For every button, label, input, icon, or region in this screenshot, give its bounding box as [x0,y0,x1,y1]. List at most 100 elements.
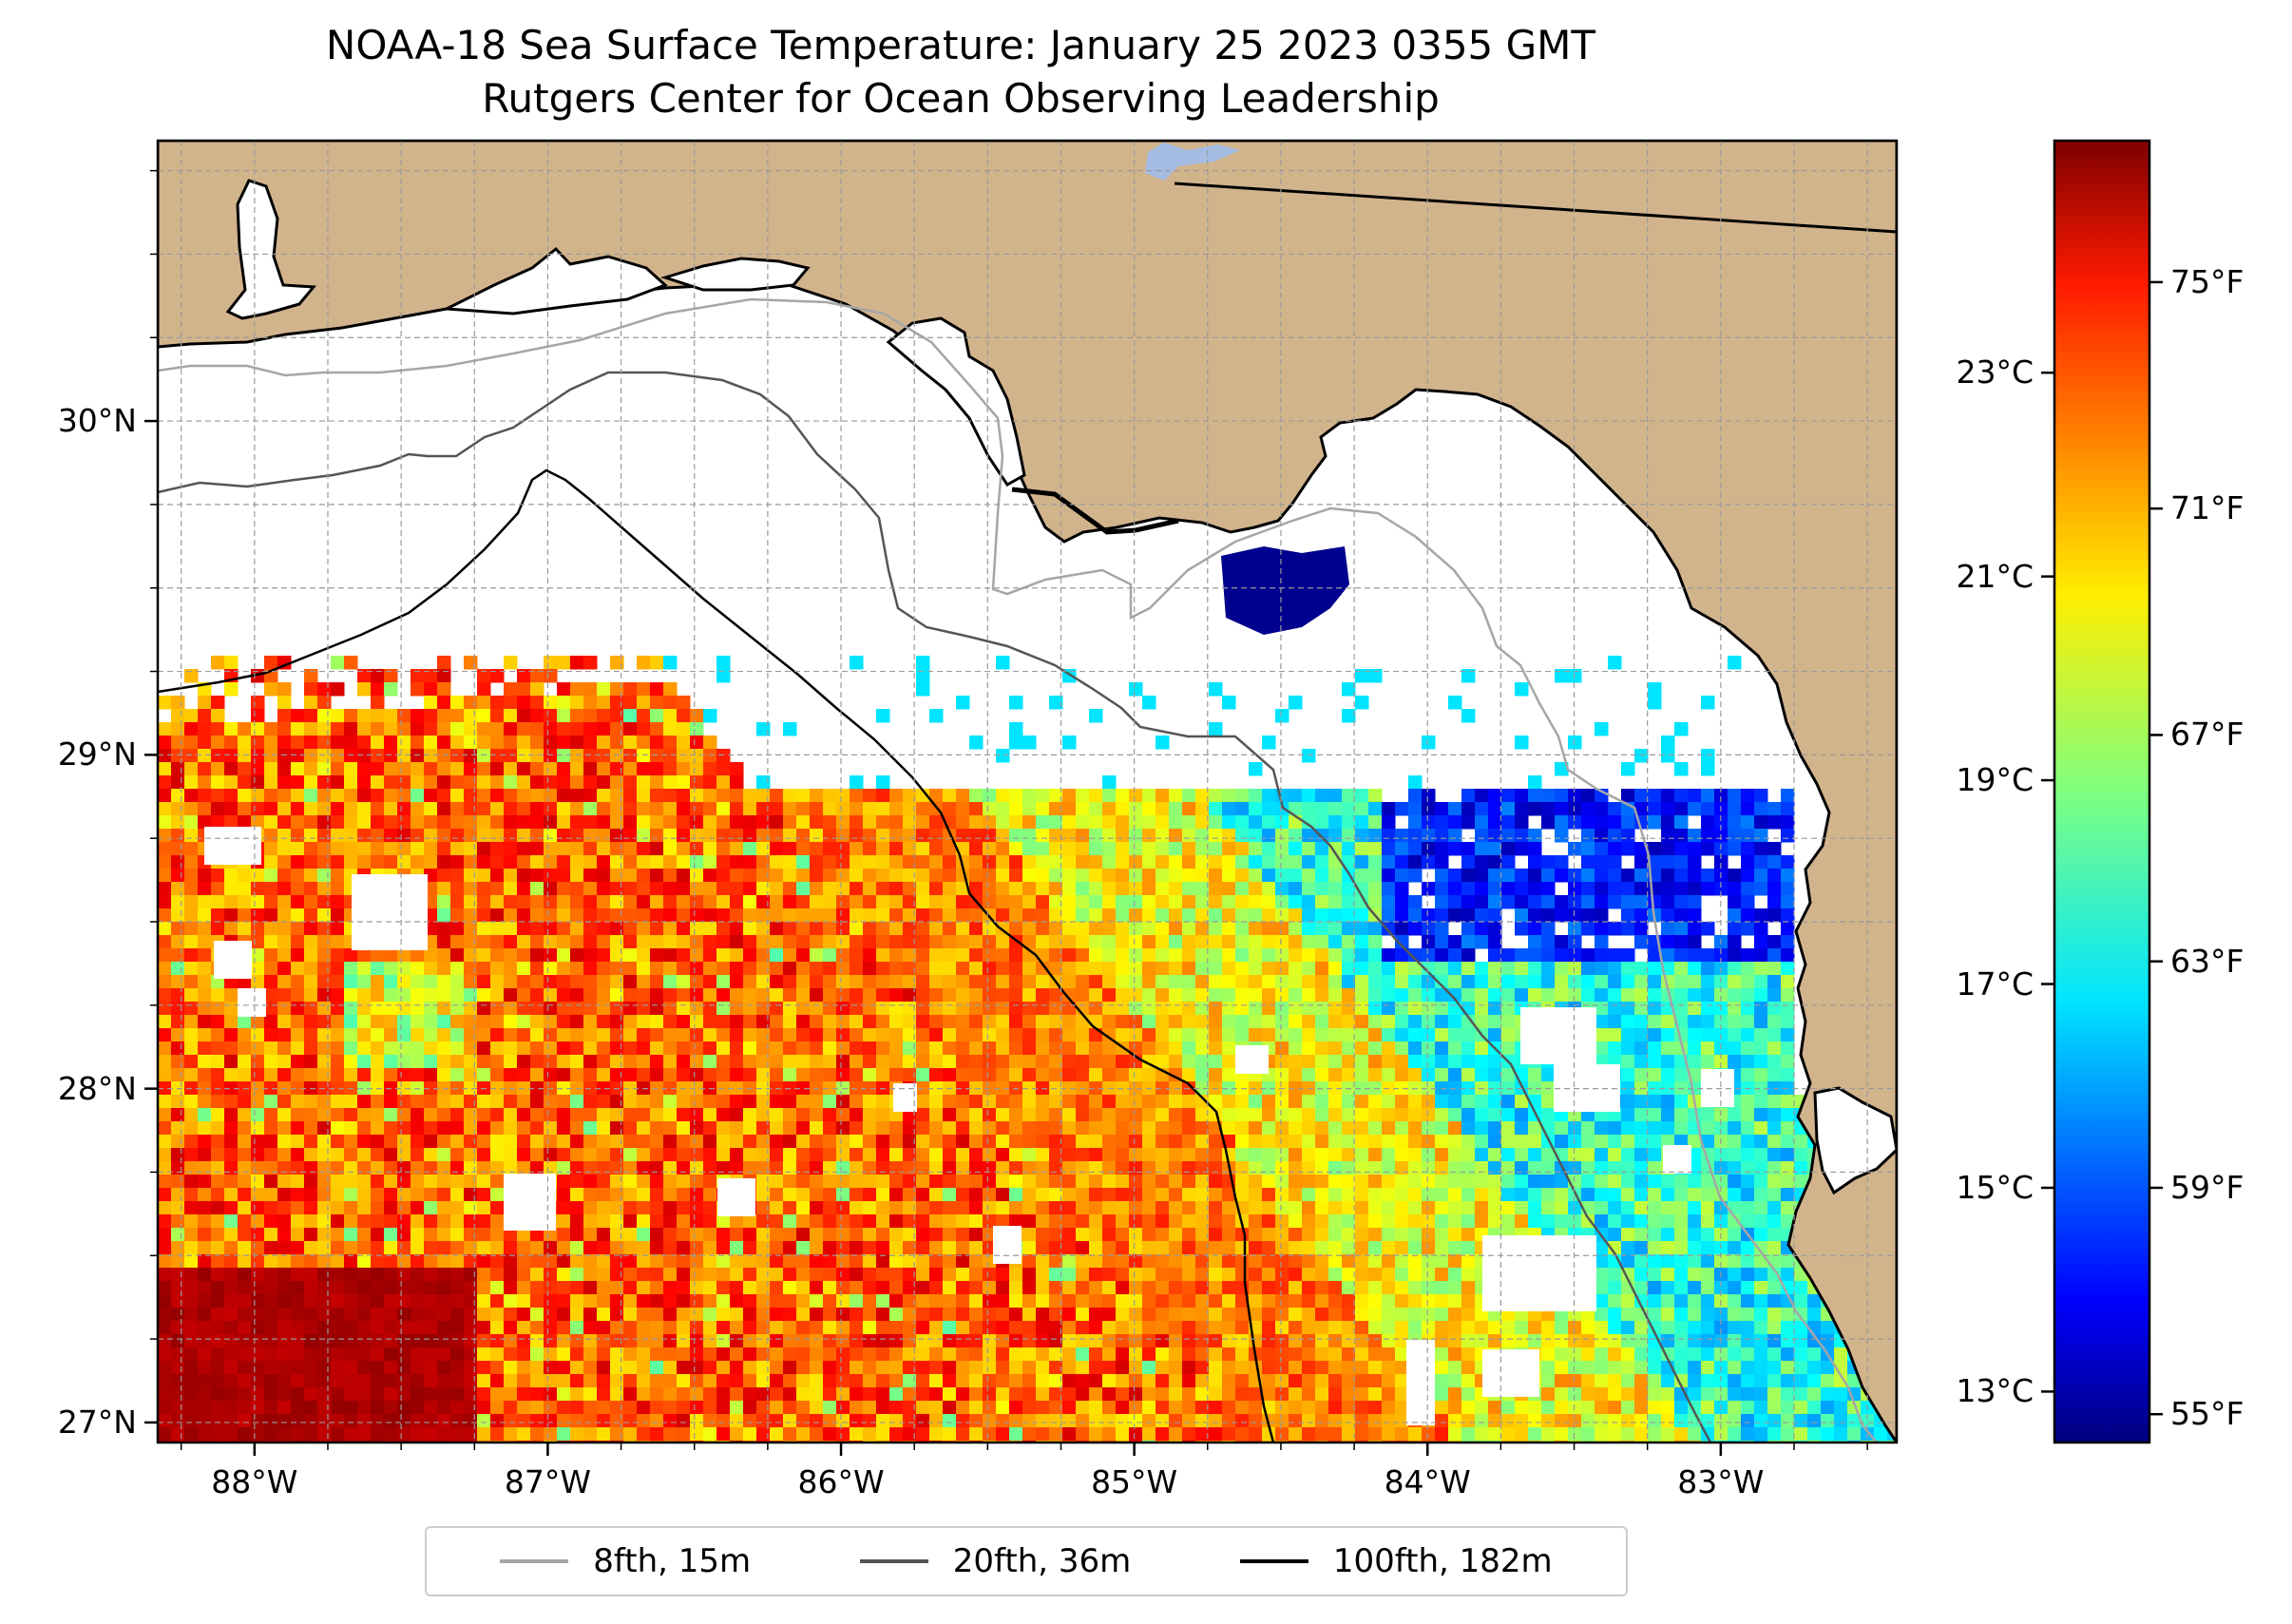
sst-cell [1382,1188,1396,1202]
sst-cell [1089,908,1103,923]
sst-cell [331,829,345,843]
sst-cell [623,1068,638,1082]
sst-cell [1701,1201,1715,1215]
sst-cell [956,935,970,949]
sst-cell [544,1041,558,1056]
sst-cell [411,975,425,989]
sst-cell [251,802,265,816]
sst-cell [1595,855,1609,869]
sst-cell [756,1081,771,1096]
sst-cell [1355,1201,1369,1215]
sst-cell [1382,975,1396,989]
sst-cell [1009,802,1023,816]
sst-cell [810,1148,824,1162]
sst-cell [504,682,518,697]
sst-cell [1355,789,1369,803]
sst-cell [304,1175,318,1189]
sst-cell [557,696,571,710]
sst-cell [1781,815,1795,830]
sst-cell [331,1268,345,1282]
sst-cell [1116,1028,1130,1042]
sst-cell [304,1214,318,1229]
sst-cell [1342,1228,1356,1242]
sst-cell [291,1068,305,1082]
sst-cell [743,1135,757,1149]
sst-cell [770,1241,784,1255]
sst-cell [1754,1214,1768,1229]
sst-cell [969,1068,984,1082]
sst-cell [796,1121,811,1136]
sst-cell [1102,815,1117,830]
sst-cell [530,775,544,790]
sst-cell [1036,1161,1050,1175]
sst-cell [264,1201,278,1215]
sst-cell [477,1041,491,1056]
sst-cell [690,749,704,763]
sst-cell [1528,988,1542,1003]
sst-cell [903,1175,917,1189]
sst-cell [983,1254,997,1269]
sst-cell [1781,829,1795,843]
sst-cell [876,975,890,989]
sst-cell [903,815,917,830]
sst-cell [1022,1214,1037,1229]
sst-cell [1222,1041,1236,1056]
sst-cell [1661,736,1675,750]
sst-cell [597,1241,611,1255]
sst-cell [1342,829,1356,843]
sst-cell [836,842,850,856]
sst-cell [1009,1002,1023,1016]
sst-cell [317,895,332,909]
sst-cell [517,789,531,803]
sst-cell [530,869,544,883]
sst-cell [903,975,917,989]
sst-cell [1621,789,1635,803]
sst-cell [397,1108,411,1122]
sst-cell [570,988,584,1003]
sst-cell [1235,815,1250,830]
sst-cell [211,1254,225,1269]
sst-cell [1674,935,1689,949]
sst-cell [1767,1015,1782,1029]
sst-cell [570,656,584,670]
sst-cell [1621,1108,1635,1122]
sst-cell [1049,1188,1063,1202]
sst-cell [743,895,757,909]
sst-cell [1408,1188,1423,1202]
sst-cell [224,1188,239,1202]
sst-cell [544,935,558,949]
sst-cell [544,975,558,989]
sst-cell [211,922,225,936]
sst-cell [238,895,252,909]
sst-cell [770,935,784,949]
sst-cell [464,789,478,803]
sst-cell [876,1175,890,1189]
sst-cell [1701,975,1715,989]
sst-cell [517,749,531,763]
sst-cell [850,789,864,803]
sst-cell [929,815,944,830]
sst-cell [796,1081,811,1096]
sst-cell [490,1254,505,1269]
sst-cell [716,855,731,869]
sst-cell [344,1241,358,1255]
sst-cell [1621,988,1635,1003]
sst-cell [810,1028,824,1042]
sst-cell [504,775,518,790]
sst-cell [1355,1028,1369,1042]
sst-cell [1142,1228,1156,1242]
sst-cell [916,669,930,683]
sst-cell [317,815,332,830]
sst-cell [770,1041,784,1056]
sst-cell [1368,1108,1383,1122]
sst-cell [1062,908,1077,923]
sst-cell [264,948,278,963]
sst-cell [823,895,837,909]
sst-cell [238,802,252,816]
sst-cell [544,1015,558,1029]
sst-cell [943,962,957,976]
sst-cell [1595,1188,1609,1202]
sst-cell [1022,922,1037,936]
sst-cell [211,775,225,790]
sst-cell [1328,935,1343,949]
